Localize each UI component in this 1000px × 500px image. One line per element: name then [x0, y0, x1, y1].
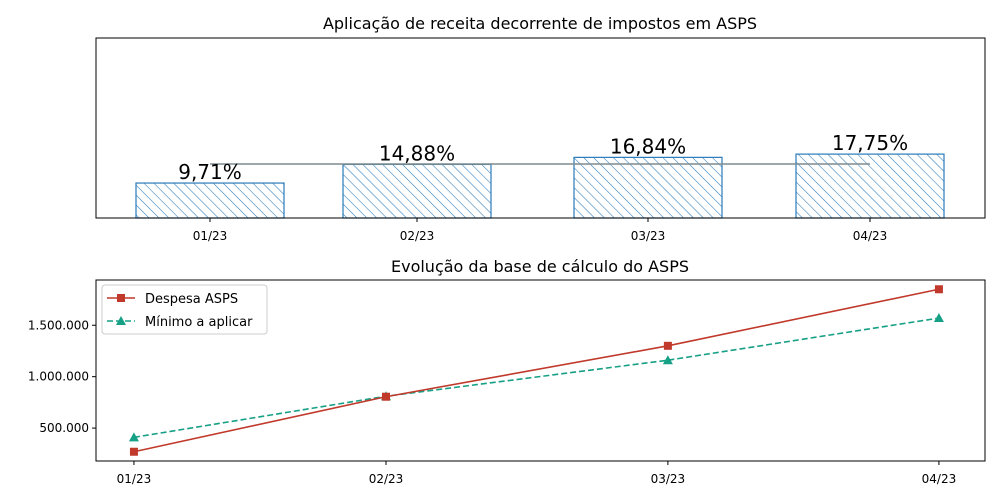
bar-plot-area: 9,71% 14,88% 16,84% 17,75% 01/23 02/23 03/23 04…: [135, 131, 945, 243]
line-axes-frame: [95, 279, 986, 462]
x-tick-label: 04/23: [922, 472, 957, 486]
bar-chart-title: Aplicação de receita decorrente de impos…: [323, 14, 757, 33]
bar: [573, 156, 723, 219]
data-point-square: [129, 447, 138, 456]
bar: [342, 163, 492, 219]
bar-value-label: 17,75%: [832, 131, 908, 155]
line-plot-area: 500.000 1.000.000 1.500.000 01/23 02/23 03/23…: [28, 285, 956, 486]
data-point-triangle: [116, 316, 126, 325]
bar-value-label: 16,84%: [610, 134, 686, 158]
y-tick-label: 1.000.000: [28, 370, 89, 384]
data-point-triangle: [933, 313, 944, 323]
x-tick-label: 04/23: [853, 229, 888, 243]
legend-box: [101, 284, 268, 335]
legend-items: Despesa ASPS Mínimo a aplicar: [107, 292, 253, 330]
data-point-square: [117, 294, 125, 302]
x-tick-label: 02/23: [369, 472, 404, 486]
data-point-square: [382, 392, 391, 401]
y-tick-label: 500.000: [39, 421, 89, 435]
x-tick-label: 01/23: [193, 229, 228, 243]
series-line: [133, 288, 940, 453]
legend: Despesa ASPS Mínimo a aplicar: [101, 284, 268, 335]
x-tick-label: 02/23: [400, 229, 435, 243]
data-point-square: [934, 285, 943, 294]
x-tick-label: 01/23: [117, 472, 152, 486]
line-chart-title: Evolução da base de cálculo do ASPS: [391, 257, 689, 276]
legend-label: Despesa ASPS: [145, 292, 238, 307]
x-tick-label: 03/23: [631, 229, 666, 243]
data-point-triangle: [128, 432, 139, 442]
y-tick-label: 1.500.000: [28, 318, 89, 332]
bar-value-label: 14,88%: [379, 141, 455, 165]
data-point-triangle: [662, 355, 673, 365]
bar-value-label: 9,71%: [178, 160, 242, 184]
data-point-square: [663, 341, 672, 350]
series-line: [133, 317, 940, 439]
x-tick-label: 03/23: [651, 472, 686, 486]
bar-chart: Aplicação de receita decorrente de impos…: [95, 14, 986, 243]
legend-label: Mínimo a aplicar: [145, 315, 253, 330]
line-chart: Evolução da base de cálculo do ASPS 500.…: [28, 257, 986, 486]
bar: [135, 182, 285, 219]
bar-axes-frame: [95, 37, 986, 219]
